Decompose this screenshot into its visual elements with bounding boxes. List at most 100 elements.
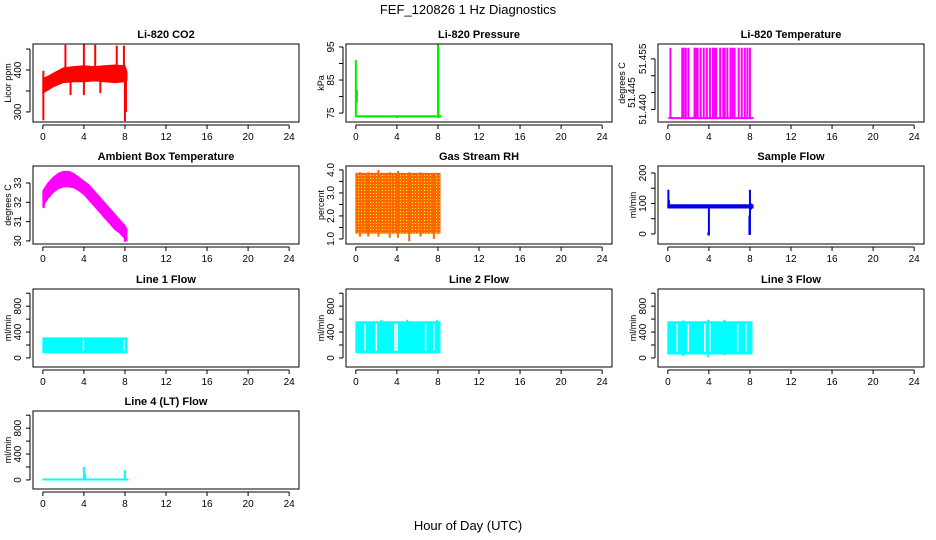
data-series (355, 319, 441, 354)
plot-frame (32, 165, 300, 245)
x-tick-label: 16 (201, 377, 213, 388)
x-tick-label: 24 (284, 254, 296, 265)
panel-title: Line 2 Flow (449, 274, 509, 286)
x-tick-label: 24 (597, 377, 609, 388)
y-tick-label: 400 (13, 323, 24, 340)
x-tick-label: 16 (826, 254, 838, 265)
data-series (42, 170, 128, 243)
figure-title: FEF_120826 1 Hz Diagnostics (379, 2, 557, 17)
y-tick-label: 0 (326, 355, 337, 361)
x-tick-label: 12 (785, 377, 797, 388)
plot-frame (657, 165, 925, 245)
x-tick-label: 0 (40, 377, 46, 388)
panel-title: Line 1 Flow (136, 274, 196, 286)
x-tick-label: 8 (435, 132, 441, 143)
panel-title: Sample Flow (757, 151, 825, 163)
x-tick-label: 16 (514, 132, 526, 143)
panel-title: Li-820 Pressure (438, 29, 520, 41)
x-tick-label: 4 (81, 499, 87, 510)
plot-frame (32, 43, 300, 123)
x-tick-label: 0 (353, 132, 359, 143)
panel-title: Ambient Box Temperature (98, 151, 235, 163)
x-tick-label: 20 (868, 254, 880, 265)
x-tick-label: 24 (909, 132, 921, 143)
x-tick-label: 0 (40, 254, 46, 265)
data-series (667, 319, 753, 358)
plot-frame (345, 43, 613, 123)
panel-ambient-box-temperature: Ambient Box Temperature 0 4 8 12 16 20 24 30 31 32… (3, 151, 300, 265)
y-tick-label: 800 (13, 419, 24, 436)
plot-frame (345, 165, 613, 245)
y-tick-label: 0 (638, 355, 649, 361)
x-tick-label: 4 (394, 254, 400, 265)
x-tick-label: 12 (160, 132, 172, 143)
x-tick-label: 4 (394, 377, 400, 388)
x-tick-label: 4 (706, 132, 712, 143)
y-tick-label: 30 (13, 235, 24, 247)
y-tick-label: 85 (326, 74, 337, 86)
y-tick-label: 3.0 (326, 186, 337, 200)
x-tick-label: 8 (122, 132, 128, 143)
x-tick-label: 8 (747, 132, 753, 143)
x-tick-label: 16 (514, 254, 526, 265)
y-tick-label: 400 (326, 323, 337, 340)
panel-gas-stream-rh: Gas Stream RH 0 4 8 12 16 20 24 1.0 2.0 3.0 4.0 perc… (316, 151, 613, 265)
panel-li-820-pressure: Li-820 Pressure 0 4 8 12 16 20 24 75 85 95 kPa (316, 29, 613, 143)
x-tick-label: 8 (747, 377, 753, 388)
x-tick-label: 20 (556, 377, 568, 388)
x-tick-label: 0 (353, 377, 359, 388)
y-tick-label: 800 (326, 297, 337, 314)
x-tick-label: 24 (909, 254, 921, 265)
y-axis-label: ml/min (3, 437, 13, 464)
y-axis-label: kPa (316, 75, 326, 91)
x-tick-label: 12 (160, 499, 172, 510)
y-axis-label: ml/min (628, 315, 638, 342)
y-tick-label: 800 (13, 297, 24, 314)
x-tick-label: 4 (706, 377, 712, 388)
data-series (667, 189, 754, 236)
y-tick-label: 33 (13, 177, 24, 189)
y-axis-label: ml/min (3, 315, 13, 342)
plot-frame (345, 288, 613, 368)
x-tick-label: 24 (597, 254, 609, 265)
x-tick-label: 8 (747, 254, 753, 265)
x-tick-label: 16 (201, 499, 213, 510)
x-tick-label: 12 (160, 254, 172, 265)
panel-title: Li-820 Temperature (741, 29, 842, 41)
y-axis-label: Licor ppm (3, 63, 13, 103)
x-tick-label: 12 (473, 377, 485, 388)
x-tick-label: 16 (826, 377, 838, 388)
plot-frame (657, 43, 925, 123)
panel-title: Li-820 CO2 (137, 29, 194, 41)
y-axis-label: degrees C (617, 62, 627, 104)
panel-sample-flow: Sample Flow 0 4 8 12 16 20 24 0 100 200 ml/min (628, 151, 925, 265)
y-tick-label: 2.0 (326, 209, 337, 223)
y-tick-label: 800 (638, 297, 649, 314)
x-tick-label: 0 (40, 499, 46, 510)
x-tick-label: 12 (160, 377, 172, 388)
x-tick-label: 24 (909, 377, 921, 388)
x-tick-label: 4 (81, 377, 87, 388)
y-tick-label: 300 (13, 103, 24, 120)
y-axis-label: degrees C (3, 184, 13, 226)
x-tick-label: 4 (81, 132, 87, 143)
data-band (42, 170, 128, 243)
y-tick-label: 51.440 (638, 94, 649, 125)
x-tick-label: 20 (868, 377, 880, 388)
x-tick-label: 12 (473, 132, 485, 143)
plot-frame (657, 288, 925, 368)
x-tick-label: 0 (665, 132, 671, 143)
x-tick-label: 20 (243, 377, 255, 388)
x-tick-label: 20 (243, 254, 255, 265)
x-tick-label: 16 (201, 254, 213, 265)
data-series (42, 44, 128, 122)
x-tick-label: 16 (201, 132, 213, 143)
y-tick-label: 51.445 (627, 77, 638, 108)
y-tick-label: 0 (13, 477, 24, 483)
y-axis-label: ml/min (316, 315, 326, 342)
x-tick-label: 4 (394, 132, 400, 143)
